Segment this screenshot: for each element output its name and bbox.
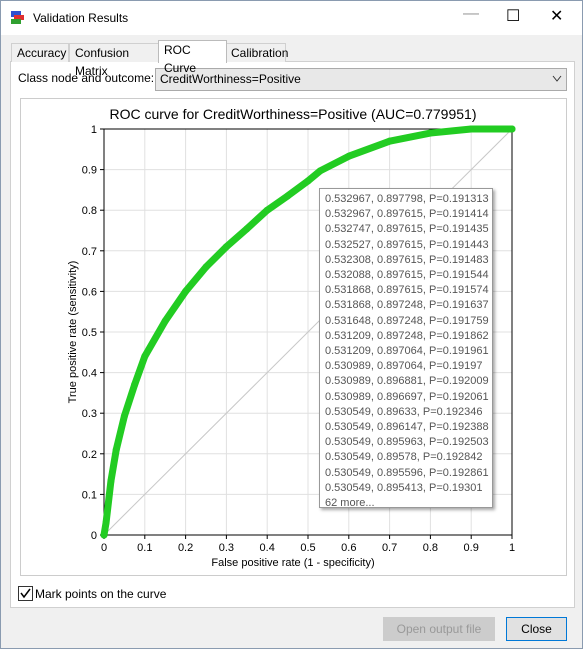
curve-point (107, 477, 115, 485)
curve-point (161, 317, 169, 325)
y-tick-label: 0.9 (82, 165, 97, 177)
tooltip-line: 0.530989, 0.896697, P=0.192061 (325, 390, 489, 403)
close-window-button[interactable]: ✕ (550, 8, 564, 25)
y-tick-label: 0 (91, 530, 97, 542)
y-tick-label: 0.4 (82, 368, 97, 380)
x-tick-label: 0.8 (423, 542, 438, 554)
tooltip-line: 0.530989, 0.897064, P=0.19197 (325, 360, 483, 373)
tooltip-line: 0.530549, 0.89633, P=0.192346 (325, 405, 483, 418)
close-button[interactable]: Close (506, 617, 567, 641)
curve-point (131, 381, 139, 389)
minimize-button[interactable]: — (463, 5, 479, 22)
x-tick-label: 1 (509, 542, 515, 554)
x-tick-label: 0.2 (178, 542, 193, 554)
tooltip-line: 0.532747, 0.897615, P=0.191435 (325, 223, 489, 236)
curve-point (467, 125, 475, 133)
curve-point (243, 225, 251, 233)
tooltip-line: 0.532967, 0.897615, P=0.191414 (325, 208, 489, 221)
maximize-button[interactable]: ☐ (506, 8, 521, 25)
curve-point (222, 243, 230, 251)
tooltip-line: 0.531648, 0.897248, P=0.191759 (325, 314, 489, 327)
y-tick-label: 1 (91, 124, 97, 136)
window-title: Validation Results (33, 11, 129, 25)
x-tick-label: 0.3 (219, 542, 234, 554)
dropdown-value: CreditWorthiness=Positive (160, 72, 301, 86)
y-tick-label: 0.7 (82, 246, 97, 258)
y-tick-label: 0.8 (82, 205, 97, 217)
y-tick-label: 0.3 (82, 408, 97, 420)
x-tick-label: 0.4 (260, 542, 275, 554)
x-tick-label: 0 (101, 542, 107, 554)
tooltip: 0.532967, 0.897798, P=0.191313 0.532967, … (319, 188, 493, 509)
tab[interactable]: Accuracy (11, 43, 69, 62)
tooltip-line: 0.530549, 0.895963, P=0.192503 (325, 436, 489, 449)
y-tick-label: 0.6 (82, 286, 97, 298)
dropdown-arrow (552, 75, 562, 82)
curve-point (316, 167, 324, 175)
tooltip-line: 0.531209, 0.897064, P=0.191961 (325, 345, 489, 357)
tooltip-line: 0.530989, 0.896881, P=0.192009 (325, 375, 489, 388)
tooltip-line: 0.531209, 0.897248, P=0.191862 (325, 329, 489, 342)
curve-point (508, 125, 516, 133)
tooltip-line: 0.532527, 0.897615, P=0.191443 (325, 238, 489, 251)
curve-point (426, 129, 434, 137)
y-tick-label: 0.5 (82, 327, 97, 339)
curve-point (182, 287, 190, 295)
tooltip-line: 0.532088, 0.897615, P=0.191544 (325, 269, 489, 281)
curve-point (263, 206, 271, 214)
app-icon (11, 11, 24, 24)
x-tick-label: 0.9 (464, 542, 479, 554)
checkmark (20, 588, 31, 599)
y-axis-label: True positive rate (sensitivity) (67, 261, 79, 404)
tooltip-more: 62 more... (325, 497, 375, 509)
tooltip-line: 0.530549, 0.896147, P=0.192388 (325, 421, 489, 433)
curve-point (202, 263, 210, 271)
x-tick-label: 0.5 (300, 542, 315, 554)
tab[interactable]: Calibration (225, 43, 288, 62)
plot-frame (103, 128, 513, 536)
tooltip-line: 0.530549, 0.895596, P=0.192861 (325, 466, 489, 479)
curve-point (345, 152, 353, 160)
curve-point (304, 177, 312, 185)
curve-point (120, 412, 128, 420)
curve-point (141, 352, 149, 360)
chart-title: ROC curve for CreditWorthiness=Positive … (109, 106, 476, 122)
tab[interactable]: Confusion Matrix (69, 43, 159, 78)
checkbox[interactable] (18, 586, 33, 601)
y-tick-label: 0.1 (82, 489, 97, 501)
x-axis-label: False positive rate (1 - specificity) (211, 557, 374, 569)
tooltip-line: 0.531868, 0.897248, P=0.191637 (325, 299, 489, 312)
curve-point (386, 137, 394, 145)
x-tick-label: 0.6 (341, 542, 356, 554)
selector-label: Class node and outcome: (18, 71, 155, 85)
title-bar: Validation Results — ☐ ✕ (1, 1, 582, 35)
curve-point (284, 192, 292, 200)
tooltip-line: 0.530549, 0.895413, P=0.19301 (325, 481, 483, 494)
x-tick-label: 0.7 (382, 542, 397, 554)
tooltip-line: 0.532308, 0.897615, P=0.191483 (325, 253, 489, 266)
curve-point (100, 531, 108, 539)
tooltip-line: 0.530549, 0.89578, P=0.192842 (325, 451, 483, 464)
curve-point (102, 519, 110, 527)
open-output-button[interactable]: Open output file (383, 617, 495, 641)
tooltip-line: 0.531868, 0.897615, P=0.191574 (325, 284, 489, 297)
tab[interactable]: ROC Curve (158, 40, 227, 75)
tooltip-line: 0.532967, 0.897798, P=0.191313 (325, 193, 489, 205)
curve-point (112, 446, 120, 454)
dropdown[interactable]: CreditWorthiness=Positive (155, 68, 567, 91)
checkbox-label: Mark points on the curve (35, 587, 167, 601)
x-tick-label: 0.1 (137, 542, 152, 554)
y-tick-label: 0.2 (82, 449, 97, 461)
